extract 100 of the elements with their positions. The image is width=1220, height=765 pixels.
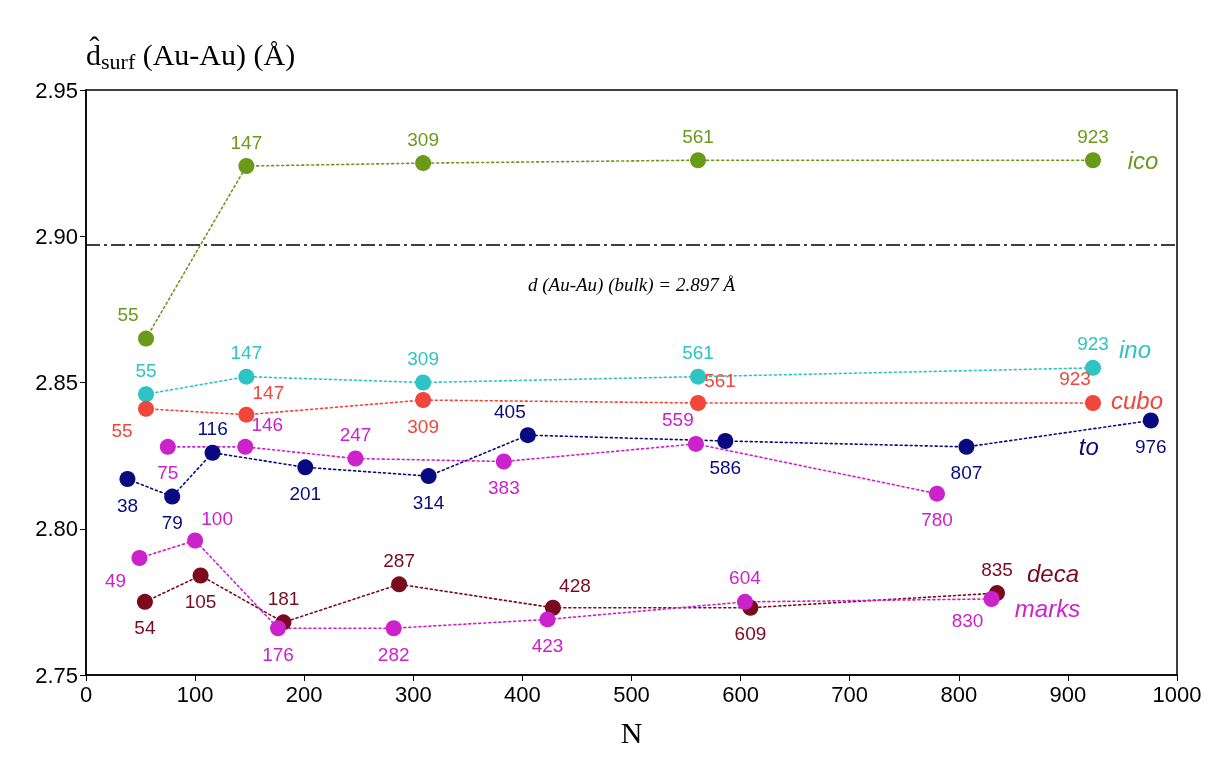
annotation: 55 [135, 359, 157, 381]
point [119, 471, 136, 488]
point [391, 576, 408, 593]
x-tick-label: 300 [394, 681, 432, 707]
annotation: 181 [267, 587, 300, 609]
x-tick-label: 200 [285, 681, 323, 707]
annotation: 79 [161, 512, 183, 534]
point [415, 392, 432, 409]
point [929, 485, 945, 502]
annotation: 807 [950, 462, 983, 484]
point [420, 468, 437, 485]
point [138, 386, 155, 403]
annotation: 561 [682, 125, 714, 147]
annotation: 314 [412, 491, 445, 513]
series-label: marks [1014, 595, 1081, 623]
x-axis-title: N [620, 715, 643, 749]
annotation: 428 [559, 575, 591, 597]
point [238, 368, 255, 385]
annotation: 105 [184, 591, 217, 613]
annotation: 309 [407, 415, 439, 437]
ref-line-label: d (Au-Au) (bulk) = 2.897 Å [528, 274, 736, 297]
point [495, 453, 512, 470]
point [539, 611, 556, 628]
x-tick-label: 800 [940, 681, 978, 707]
point [297, 459, 314, 476]
annotation: 830 [951, 610, 984, 632]
point [238, 158, 255, 175]
series-label: to [1078, 433, 1099, 461]
x-tick-label: 900 [1049, 681, 1087, 707]
annotation: 586 [709, 456, 742, 478]
x-tick-label: 100 [176, 681, 214, 707]
annotation: 116 [197, 418, 228, 440]
annotation: 604 [729, 567, 762, 589]
annotation: 100 [201, 507, 233, 529]
point [736, 593, 753, 610]
annotation: 309 [407, 348, 439, 369]
point [270, 620, 287, 637]
point [717, 433, 734, 449]
x-tick-label: 1000 [1152, 681, 1202, 707]
point [519, 427, 536, 444]
point [159, 438, 176, 455]
x-tick-label: 700 [831, 681, 869, 707]
annotation: 923 [1077, 125, 1109, 147]
y-tick-label: 2.95 [35, 77, 78, 103]
point [131, 550, 148, 566]
annotation: 282 [377, 643, 410, 665]
annotation: 835 [981, 558, 1013, 580]
annotation: 55 [111, 420, 133, 442]
annotation: 247 [339, 424, 372, 446]
annotation: 609 [734, 623, 767, 645]
annotation: 201 [289, 482, 322, 504]
point [690, 394, 707, 411]
annotation: 176 [262, 643, 294, 665]
annotation: 49 [104, 569, 127, 591]
point [136, 593, 153, 610]
x-tick-label: 500 [613, 681, 650, 707]
point [347, 450, 364, 467]
series-label: deca [1026, 559, 1080, 587]
point [415, 374, 432, 391]
annotation: 405 [494, 400, 526, 422]
point [690, 152, 707, 169]
x-tick-label: 400 [504, 681, 541, 707]
point [164, 488, 181, 505]
y-tick-label: 2.80 [35, 516, 78, 542]
annotation: 309 [407, 128, 439, 150]
point [415, 155, 432, 172]
point [1085, 394, 1101, 411]
point [1085, 152, 1101, 169]
point [958, 438, 975, 455]
x-tick-label: 0 [79, 681, 93, 707]
annotation: 75 [157, 462, 179, 484]
point [138, 400, 155, 417]
point [192, 567, 209, 584]
annotation: 287 [383, 549, 415, 571]
series-label: ico [1127, 146, 1159, 174]
annotation: 383 [488, 476, 520, 498]
point [204, 444, 221, 461]
annotation: 146 [251, 414, 284, 436]
point [983, 590, 1000, 607]
point [238, 406, 255, 423]
annotation: 923 [1059, 368, 1091, 390]
point [687, 435, 704, 452]
series-label: ino [1118, 336, 1152, 364]
y-tick-label: 2.85 [35, 370, 78, 395]
annotation: 38 [116, 494, 139, 516]
point [690, 368, 707, 385]
annotation: 147 [252, 382, 285, 404]
point [187, 532, 204, 549]
series-label: cubo [1110, 387, 1164, 415]
point [237, 438, 254, 455]
annotation: 561 [704, 370, 736, 392]
point [385, 620, 402, 637]
annotation: 147 [230, 131, 263, 153]
annotation: 147 [230, 342, 263, 364]
annotation: 54 [134, 617, 156, 639]
annotation: 923 [1077, 333, 1109, 355]
annotation: 559 [662, 409, 694, 431]
annotation: 561 [682, 342, 714, 364]
y-tick-label: 2.75 [35, 662, 78, 688]
point [1142, 412, 1159, 429]
